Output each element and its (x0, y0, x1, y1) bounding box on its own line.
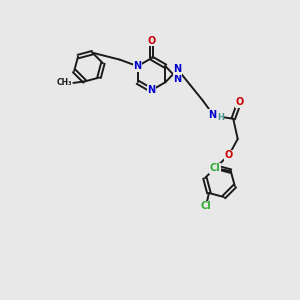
Text: O: O (235, 98, 243, 107)
Text: CH₃: CH₃ (56, 78, 72, 87)
Text: H: H (217, 113, 224, 122)
Text: N: N (208, 110, 217, 120)
Text: O: O (225, 150, 233, 160)
Text: O: O (147, 36, 156, 46)
Text: Cl: Cl (210, 163, 221, 173)
Text: N: N (134, 61, 142, 71)
Text: Cl: Cl (201, 201, 211, 212)
Text: N: N (147, 85, 155, 95)
Text: N: N (174, 74, 182, 84)
Text: N: N (174, 64, 182, 74)
